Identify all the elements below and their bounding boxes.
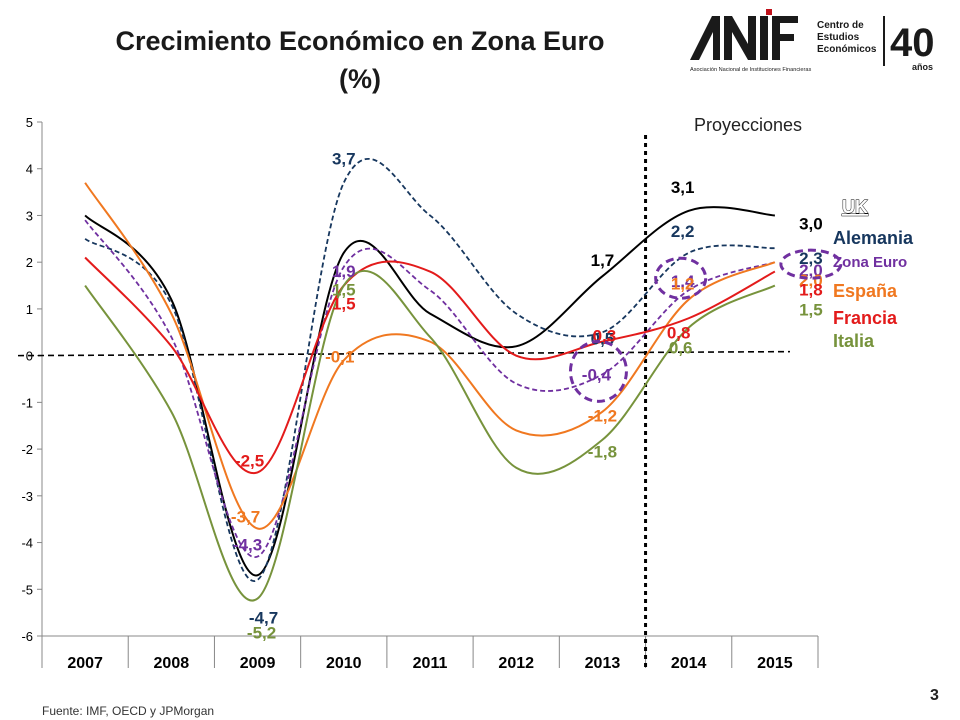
data-label: -1,8 — [588, 443, 617, 462]
page-number: 3 — [930, 687, 939, 704]
anif-logo: Asociación Nacional de Instituciones Fin… — [690, 9, 935, 73]
data-label: 2,0 — [799, 261, 823, 280]
legend-label: Italia — [833, 331, 875, 351]
y-tick-label: 2 — [26, 255, 33, 270]
x-tick-label: 2010 — [326, 655, 362, 672]
plot-area: -6-5-4-3-2-10123452007200820092010201120… — [17, 115, 914, 672]
logo-anniversary: 40 — [890, 21, 935, 65]
legend-label: Zona Euro — [833, 254, 907, 271]
logo-center-line2: Estudios — [817, 32, 860, 43]
y-tick-label: -5 — [21, 582, 33, 597]
x-tick-label: 2013 — [585, 655, 621, 672]
data-label: -0,1 — [325, 347, 354, 366]
chart-title-line1: Crecimiento Económico en Zona Euro — [115, 26, 605, 56]
logo-center-line3: Económicos — [817, 44, 877, 55]
data-label: 3,0 — [799, 214, 823, 233]
series-line — [84, 157, 775, 582]
y-tick-label: 1 — [26, 302, 33, 317]
y-tick-label: 3 — [26, 208, 33, 223]
highlight-ring — [779, 248, 843, 280]
y-tick-label: -4 — [21, 536, 33, 551]
zero-dashed-line — [17, 350, 791, 357]
y-tick-label: -6 — [21, 629, 33, 644]
series-line — [84, 269, 776, 602]
data-label: 2,3 — [799, 249, 823, 268]
x-tick-label: 2011 — [413, 655, 448, 672]
x-tick-label: 2012 — [498, 655, 534, 672]
x-tick-label: 2014 — [671, 655, 707, 672]
x-tick-label: 2015 — [757, 655, 793, 672]
y-tick-label: -3 — [21, 489, 33, 504]
data-label: 1,9 — [332, 262, 356, 281]
y-tick-label: -1 — [21, 395, 33, 410]
data-label: 3,7 — [332, 150, 356, 169]
chart-title: Crecimiento Económico en Zona Euro (%) — [40, 22, 680, 98]
source-note: Fuente: IMF, OECD y JPMorgan — [42, 704, 215, 718]
red-square-icon — [766, 9, 772, 15]
y-tick-label: -2 — [21, 442, 33, 457]
series-line — [84, 182, 776, 530]
y-tick-label: 4 — [26, 162, 33, 177]
y-tick-label: 5 — [26, 115, 33, 130]
legend-label: España — [833, 281, 898, 301]
x-tick-label: 2009 — [240, 655, 276, 672]
logo-center-line1: Centro de — [817, 20, 864, 31]
x-tick-label: 2008 — [154, 655, 190, 672]
series-line — [84, 256, 776, 474]
chart-title-line2: (%) — [339, 64, 381, 94]
series-line — [84, 219, 776, 558]
x-tick-label: 2007 — [67, 655, 103, 672]
data-label: -5,2 — [247, 624, 276, 643]
data-label: 1,8 — [799, 281, 823, 300]
data-label: 0,6 — [669, 339, 693, 358]
projection-label: Proyecciones — [694, 115, 802, 135]
data-label: -4,7 — [249, 608, 278, 627]
data-label: 1,2 — [671, 275, 695, 294]
data-label: 0,8 — [667, 323, 691, 342]
data-label: -2,5 — [235, 451, 264, 470]
data-label: 2,0 — [799, 271, 823, 290]
highlight-ring — [654, 256, 708, 300]
series-line — [84, 206, 775, 577]
data-label: -3,7 — [231, 508, 260, 527]
data-label: 3,1 — [671, 178, 695, 197]
logo-org-name: Asociación Nacional de Instituciones Fin… — [690, 67, 811, 73]
data-label: 1,5 — [332, 295, 356, 314]
data-label: -1,2 — [588, 407, 617, 426]
data-label: -4,3 — [233, 536, 262, 555]
logo-anniversary-word: años — [912, 62, 933, 72]
anif-wordmark — [690, 9, 798, 60]
legend-label: Alemania — [833, 228, 914, 248]
data-label: 2,2 — [671, 222, 695, 241]
data-label: 1,7 — [591, 251, 615, 270]
legend-label: Francia — [833, 308, 898, 328]
legend-label: UK — [842, 197, 868, 217]
data-label: 1,5 — [332, 281, 356, 300]
data-label: 1,4 — [671, 272, 695, 291]
data-label: -0,4 — [582, 365, 612, 384]
data-label: 1,5 — [799, 301, 823, 320]
highlight-ring — [568, 339, 628, 403]
